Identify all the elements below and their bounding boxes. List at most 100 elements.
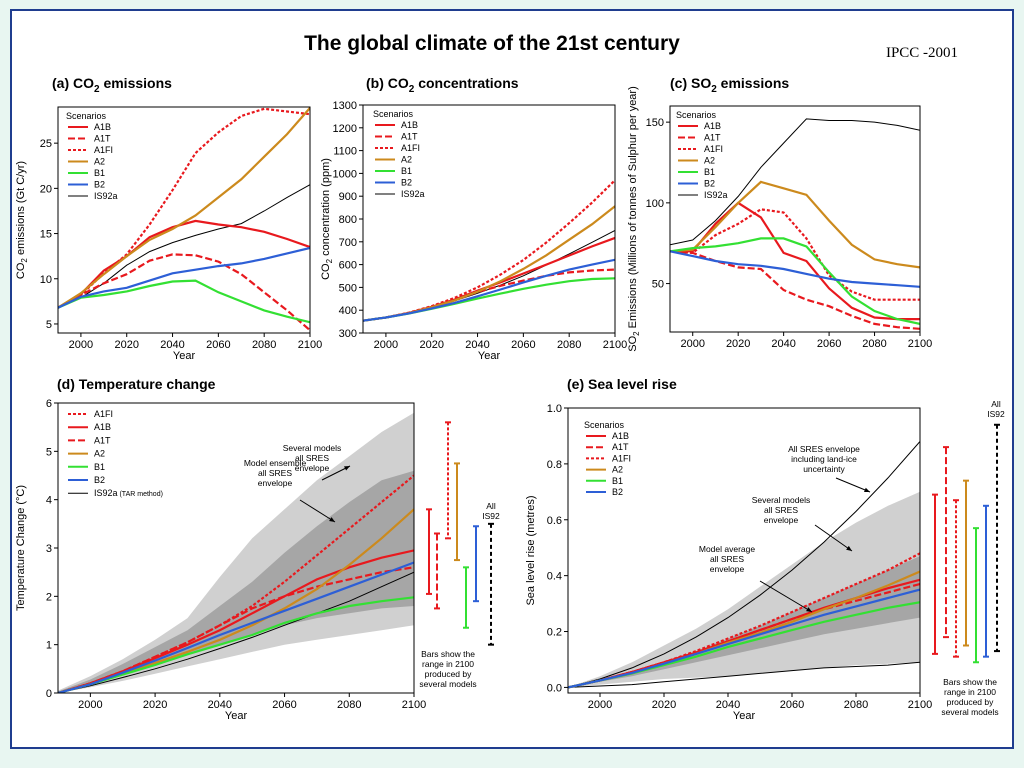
legend-label-text: IS92a (401, 189, 425, 199)
y-axis-label-main: CO (320, 263, 332, 280)
plot-frame (669, 105, 921, 333)
legend-label-text: B1 (94, 168, 105, 178)
legend-title: Scenarios (676, 110, 717, 120)
x-tick-label: 2060 (511, 339, 535, 351)
annotation-outer-envelope-line: envelope (295, 463, 330, 473)
x-tick-label: 2000 (680, 338, 704, 350)
panel-title: (d) Temperature change (57, 376, 216, 392)
legend-label: B1 (401, 166, 412, 176)
x-axis-label: Year (225, 710, 248, 722)
series-line-b2 (670, 250, 920, 288)
legend-label-text: A1FI (94, 409, 113, 419)
legend-label: A1T (94, 134, 111, 144)
annotation-all-is92-line: All (991, 399, 1001, 409)
y-axis-label-main: CO (15, 262, 27, 279)
series-group (670, 118, 920, 330)
annotation-arrowhead (344, 466, 350, 471)
x-tick-label: 2000 (374, 339, 398, 351)
chart-panel-sea: (e) Sea level rise 2000 2020 2040 2060 2080 21… (525, 376, 1005, 722)
legend-label-text: A1B (401, 120, 418, 130)
series-line-a2 (670, 180, 920, 269)
source-label: IPCC -2001 (886, 45, 958, 61)
legend-label-text: A1T (94, 134, 111, 144)
x-tick-label: 2040 (716, 699, 740, 711)
legend-label-text: A1T (612, 442, 629, 452)
annotation-several-models-line: all SRES (764, 505, 798, 515)
annotation-bars-note: Bars show the range in 2100 produced by sev… (941, 677, 998, 717)
annotation-inner-envelope: Model ensemble all SRES envelope (244, 458, 307, 488)
y-tick-label: 800 (339, 214, 357, 226)
annotation-arrowhead (329, 517, 335, 522)
y-tick-label: 5 (46, 446, 52, 458)
legend-label-text: A2 (401, 155, 412, 165)
legend-label-text: B1 (94, 462, 105, 472)
legend-label-text: A1B (704, 121, 721, 131)
x-tick-label: 2040 (771, 338, 795, 350)
y-tick-label: 500 (339, 282, 357, 294)
legend-title: Scenarios (584, 420, 625, 430)
annotation-bars-note-line: several models (941, 707, 998, 717)
x-tick-label: 2080 (862, 338, 886, 350)
legend-label-text: B2 (94, 475, 105, 485)
y-axis-label: CO2 concentration (ppm) (320, 158, 334, 280)
annotation-several-models-line: Several models (752, 495, 811, 505)
legend-label: A1FI (94, 409, 113, 419)
envelope-outer (58, 412, 414, 693)
legend-label: B2 (94, 180, 105, 190)
y-tick-label: 0.6 (547, 515, 562, 527)
series-group (58, 107, 310, 332)
envelope-inner (58, 470, 414, 693)
panel-title: (c) SO2 emissions (670, 75, 789, 95)
legend-label-text: IS92a (94, 191, 118, 201)
legend-label-text: A2 (94, 449, 105, 459)
x-tick-label: 2040 (465, 339, 489, 351)
panel-title-rest: concentrations (414, 75, 518, 91)
series-line-a1b (670, 201, 920, 321)
legend-label: IS92a (94, 191, 118, 201)
annotation-arrow (299, 499, 336, 523)
series-line-is92a (670, 118, 920, 246)
legend-label-text: A1B (94, 422, 111, 432)
series-line-a1fi (670, 208, 920, 301)
y-axis-label-sub: 2 (325, 258, 334, 263)
legend-label-text: IS92a (94, 488, 118, 498)
legend-title: Scenarios (373, 109, 414, 119)
legend-label-text: A1FI (704, 144, 723, 154)
panel-title-rest: emissions (100, 75, 173, 91)
annotation-inner-envelope-line: Model ensemble (244, 458, 307, 468)
y-tick-label: 900 (339, 191, 357, 203)
x-tick-label: 2060 (780, 699, 804, 711)
legend-label: A2 (612, 465, 623, 475)
series-line-b1 (58, 596, 414, 693)
annotation-outer-envelope-line: all SRES (295, 453, 329, 463)
y-tick-label: 1100 (333, 146, 357, 158)
panel-title: (e) Sea level rise (567, 376, 677, 392)
annotation-all-is92-line: IS92 (987, 409, 1005, 419)
annotation-all-is92-line: All (486, 501, 496, 511)
x-tick-label: 2080 (844, 699, 868, 711)
plot-frame (57, 106, 311, 334)
envelope-inner (568, 556, 920, 688)
legend-label-text: IS92a (704, 190, 728, 200)
legend-label: A1B (704, 121, 721, 131)
y-tick-label: 100 (646, 198, 664, 210)
annotation-bars-note-line: range in 2100 (422, 659, 474, 669)
series-line-b2 (58, 561, 414, 693)
annotation-model-average-line: Model average (699, 544, 756, 554)
legend-label-suffix: (TAR method) (118, 491, 163, 498)
legend-label: B2 (704, 179, 715, 189)
series-line-a1b (58, 219, 310, 309)
legend-label-text: B2 (704, 179, 715, 189)
y-tick-label: 700 (339, 237, 357, 249)
annotation-bars-note-line: Bars show the (943, 677, 997, 687)
legend-label: IS92a (401, 189, 425, 199)
annotation-bars-note-line: produced by (947, 697, 995, 707)
x-tick-label: 2100 (908, 699, 932, 711)
x-tick-label: 2000 (69, 339, 93, 351)
